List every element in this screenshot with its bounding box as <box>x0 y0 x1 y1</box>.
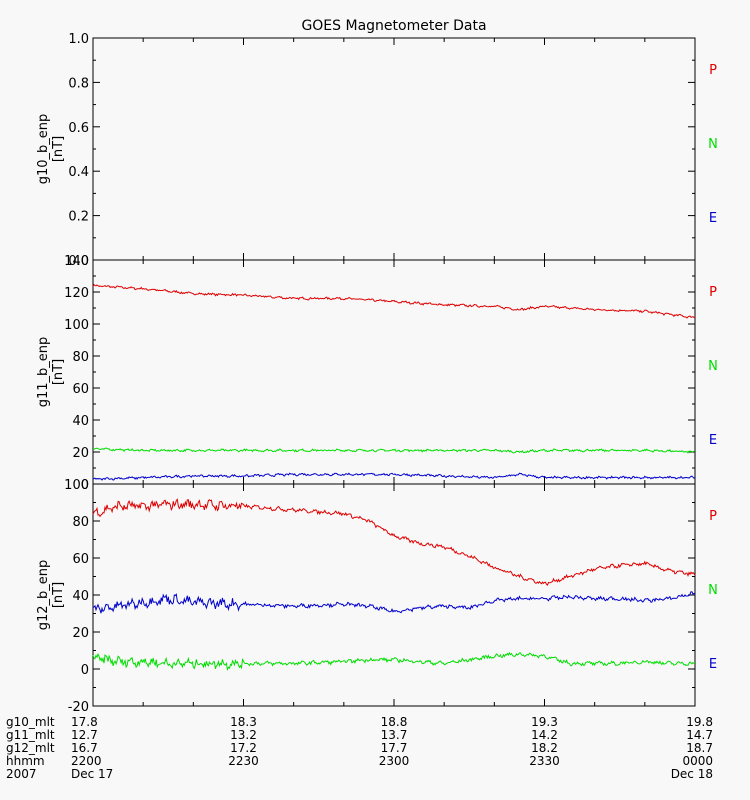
series-E-g11 <box>92 472 696 481</box>
y-tick-label-g11: 40 <box>72 414 89 429</box>
x-row-label: g10_mlt <box>6 715 55 729</box>
y-tick-label-g11: 140 <box>64 254 89 269</box>
y-tick-label-g10: 0.2 <box>68 210 89 225</box>
legend-P-g10: P <box>709 63 717 78</box>
legend-P-g11: P <box>709 285 717 300</box>
series-N-g11 <box>92 447 695 454</box>
chart-title: GOES Magnetometer Data <box>301 18 486 34</box>
x-tick-label: 14.7 <box>686 728 713 742</box>
y-tick-label-g11: 100 <box>64 318 89 333</box>
x-tick-label: 17.8 <box>71 715 98 729</box>
y-tick-label-g11: 120 <box>64 286 89 301</box>
series-P-g12 <box>92 498 696 586</box>
x-row-label: hhmm <box>6 754 45 768</box>
y-tick-label-g10: 0.8 <box>68 76 89 91</box>
x-tick-label: 17.2 <box>230 741 257 755</box>
y-tick-label-g10: 0.6 <box>68 121 89 136</box>
series-P-g11 <box>92 283 696 319</box>
y-tick-label-g12: 40 <box>72 589 89 604</box>
x-tick-label: 12.7 <box>71 728 98 742</box>
x-tick-label: 13.2 <box>230 728 257 742</box>
x-tick-label: 13.7 <box>381 728 408 742</box>
x-row-label: g12_mlt <box>6 741 55 755</box>
panel-frame-g12 <box>92 483 696 707</box>
x-tick-label: 18.3 <box>230 715 257 729</box>
x-tick-label: 0000 <box>682 754 713 768</box>
y-tick-label-g10: 0.4 <box>68 165 89 180</box>
x-tick-label: 16.7 <box>71 741 98 755</box>
x-tick-label: Dec 18 <box>671 767 713 781</box>
x-tick-label: Dec 17 <box>71 767 113 781</box>
y-axis-label-g10: g10_b_enp <box>36 114 51 185</box>
series-N-g12 <box>92 651 696 671</box>
x-tick-label: 2300 <box>379 754 410 768</box>
legend-E-g11: E <box>709 433 717 448</box>
x-tick-label: 19.8 <box>686 715 713 729</box>
y-tick-label-g12: 80 <box>72 515 89 530</box>
legend-N-g12: N <box>708 583 718 598</box>
y-tick-label-g11: 20 <box>72 446 89 461</box>
y-tick-label-g12: 60 <box>72 552 89 567</box>
legend-P-g12: P <box>709 509 717 524</box>
x-row-label: g11_mlt <box>6 728 55 742</box>
y-axis-unit-g12: [nT] <box>51 582 66 608</box>
y-axis-unit-g11: [nT] <box>51 359 66 385</box>
x-tick-label: 18.8 <box>381 715 408 729</box>
x-tick-label: 2330 <box>529 754 560 768</box>
x-row-label: 2007 <box>6 767 37 781</box>
y-axis-unit-g10: [nT] <box>51 136 66 162</box>
x-tick-label: 17.7 <box>381 741 408 755</box>
x-tick-label: 2200 <box>71 754 102 768</box>
x-tick-label: 14.2 <box>531 728 558 742</box>
legend-E-g12: E <box>709 657 717 672</box>
x-tick-label: 2230 <box>228 754 259 768</box>
y-axis-label-g11: g11_b_enp <box>36 337 51 408</box>
panel-frame-g10 <box>92 37 696 261</box>
y-tick-label-g10: 0.0 <box>68 254 89 269</box>
y-tick-label-g11: 60 <box>72 382 89 397</box>
y-tick-label-g12: 20 <box>72 626 89 641</box>
y-tick-label-g11: 80 <box>72 350 89 365</box>
y-tick-label-g12: 0 <box>81 663 89 678</box>
legend-N-g10: N <box>708 137 718 152</box>
y-axis-label-g12: g12_b_enp <box>36 560 51 631</box>
legend-N-g11: N <box>708 359 718 374</box>
y-tick-label-g12: -20 <box>68 700 89 715</box>
x-tick-label: 19.3 <box>531 715 558 729</box>
legend-E-g10: E <box>709 211 717 226</box>
y-tick-label-g11: 0 <box>81 478 89 493</box>
x-tick-label: 18.2 <box>531 741 558 755</box>
y-tick-label-g12: 100 <box>64 478 89 493</box>
series-E-g12 <box>92 591 696 614</box>
y-tick-label-g10: 1.0 <box>68 32 89 47</box>
x-tick-label: 18.7 <box>686 741 713 755</box>
